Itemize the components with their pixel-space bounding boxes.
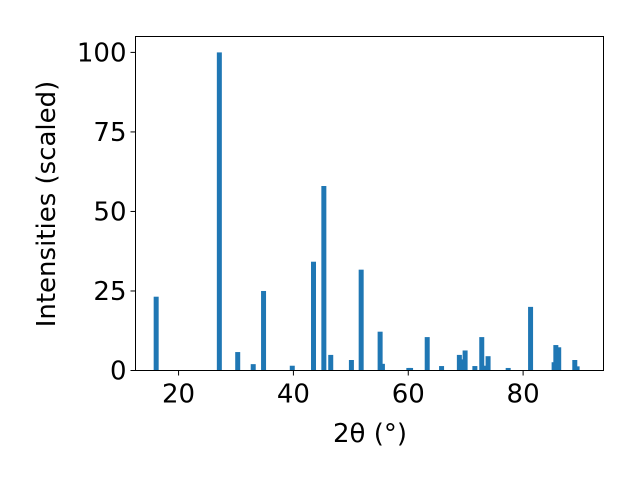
bar: [472, 366, 478, 371]
bar: [235, 352, 241, 371]
bar: [250, 364, 256, 371]
bar: [456, 354, 462, 371]
bar: [479, 337, 485, 371]
bar: [459, 359, 465, 371]
bar: [424, 337, 430, 371]
bar: [216, 52, 222, 371]
bar: [289, 365, 295, 371]
bar: [408, 367, 414, 371]
bar: [348, 360, 354, 371]
x-tick-label: 60: [392, 380, 425, 410]
bar: [505, 367, 511, 371]
x-axis-label: 2θ (°): [333, 419, 407, 449]
bar: [321, 186, 327, 371]
bar: [482, 365, 488, 371]
y-tick-label: 75: [93, 118, 126, 148]
bar: [556, 347, 562, 371]
bar: [261, 290, 267, 371]
bar: [377, 331, 383, 371]
y-tick-label: 25: [93, 277, 126, 307]
bar: [528, 306, 534, 371]
x-tick-label: 80: [507, 380, 540, 410]
x-tick-label: 40: [277, 380, 310, 410]
bar: [462, 350, 468, 371]
bar: [328, 354, 334, 371]
bar: [439, 366, 445, 371]
y-axis-ticks: 0 25 50 75 100: [77, 38, 136, 387]
bar: [311, 261, 317, 371]
y-axis-label: Intensities (scaled): [32, 81, 62, 328]
bar: [574, 366, 580, 371]
x-axis-ticks: 20 40 60 80: [162, 370, 540, 410]
y-tick-label: 100: [77, 38, 127, 68]
bar: [572, 360, 578, 371]
plot-frame: [135, 36, 604, 371]
bar: [153, 296, 159, 371]
bars: [153, 52, 580, 371]
x-tick-label: 20: [162, 380, 195, 410]
bar: [553, 345, 559, 371]
y-tick-label: 0: [110, 357, 127, 387]
bar: [379, 363, 385, 371]
y-tick-label: 50: [93, 197, 126, 227]
bar: [485, 356, 491, 371]
bar: [358, 269, 364, 371]
